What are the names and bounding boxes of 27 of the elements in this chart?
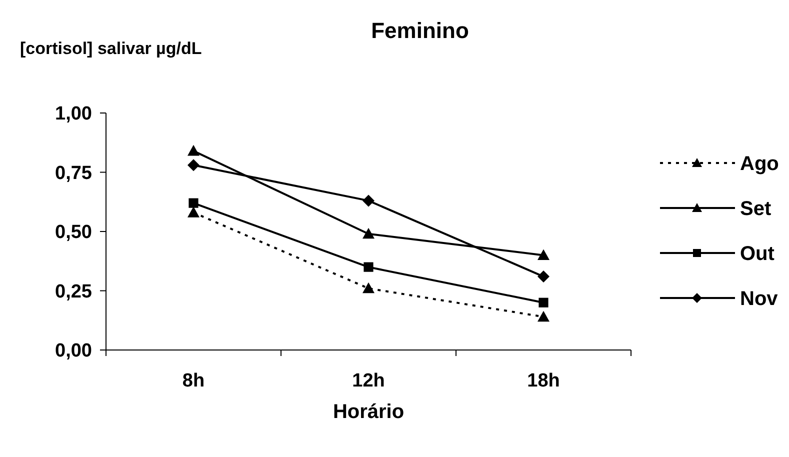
y-tick-label: 0,00 <box>55 340 92 362</box>
point <box>188 206 200 218</box>
point <box>362 228 374 239</box>
legend-label: Ago <box>740 153 779 175</box>
point <box>538 298 548 308</box>
point <box>364 262 374 272</box>
x-tick-label: 12h <box>352 370 385 392</box>
point <box>538 270 550 283</box>
y-tick-label: 1,00 <box>55 104 92 125</box>
point <box>538 310 550 322</box>
x-tick-label: 18h <box>527 370 560 392</box>
chart-title: Feminino <box>371 18 469 43</box>
legend-label: Nov <box>740 288 779 310</box>
x-tick-label: 8h <box>182 370 205 392</box>
point <box>188 198 198 208</box>
x-axis-title: Horário <box>332 401 404 423</box>
y-axis-title: [cortisol] salivar µg/dL <box>20 39 202 58</box>
point <box>362 194 374 207</box>
legend-label: Set <box>740 198 772 220</box>
point <box>188 144 200 156</box>
y-tick-label: 0,50 <box>55 222 92 244</box>
point <box>188 159 200 172</box>
legend-label: Out <box>740 243 775 265</box>
y-tick-label: 0,75 <box>55 162 92 184</box>
y-tick-label: 0,25 <box>55 281 92 302</box>
point <box>362 282 374 294</box>
point <box>538 249 550 260</box>
